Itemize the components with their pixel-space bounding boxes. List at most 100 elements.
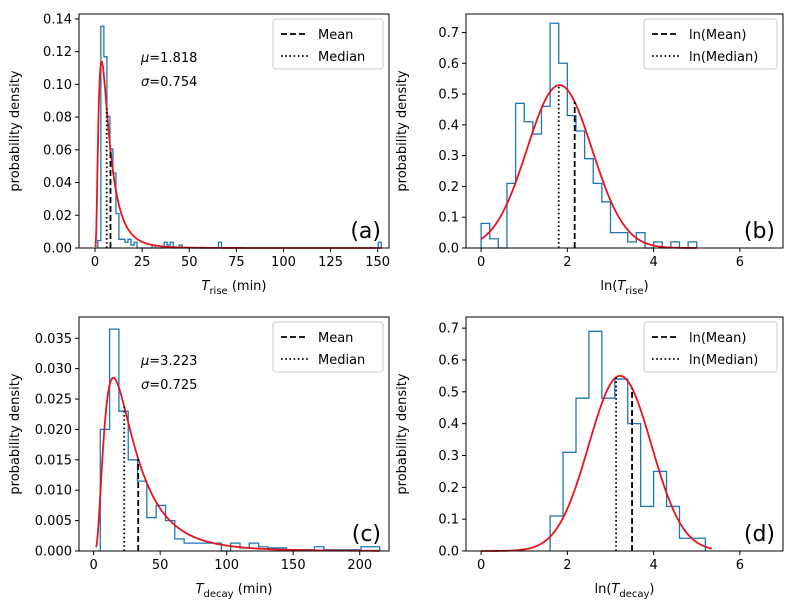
stat-annotation: σ=0.754 [141, 75, 197, 90]
x-tick-label: 200 [347, 558, 372, 573]
y-tick-label: 0.7 [438, 322, 459, 337]
y-tick-label: 0.030 [35, 362, 72, 377]
x-tick-label: 25 [134, 255, 151, 270]
x-tick-label: 100 [214, 558, 239, 573]
x-tick-label: 2 [563, 255, 571, 270]
x-tick-label: 100 [271, 255, 296, 270]
panel-label: (a) [350, 219, 381, 244]
y-tick-label: 0.1 [438, 513, 459, 528]
y-tick-label: 0.00 [43, 242, 72, 257]
x-axis-label-suffix: ) [644, 279, 649, 294]
panel-label: (c) [352, 522, 381, 547]
x-tick-label: 150 [365, 255, 390, 270]
y-tick-label: 0.5 [438, 88, 459, 103]
x-tick-label: 0 [477, 255, 485, 270]
stat-value: =0.725 [149, 378, 197, 393]
fit-curve [480, 84, 697, 249]
stat-value: =0.754 [149, 75, 197, 90]
y-tick-label: 0.035 [35, 332, 72, 347]
histogram [480, 22, 698, 249]
x-tick-label: 4 [649, 558, 657, 573]
y-tick-label: 0.3 [438, 449, 459, 464]
axes-frame [78, 316, 390, 552]
y-tick-label: 0.3 [438, 149, 459, 164]
y-tick-label: 0.2 [438, 481, 459, 496]
axes-frame [78, 13, 390, 249]
y-tick-label: 0.4 [438, 417, 459, 432]
y-tick-label: 0.020 [35, 423, 72, 438]
stat-symbol: σ [141, 378, 150, 393]
x-axis-label-subscript: rise [209, 286, 227, 297]
y-axis-label: probability density [395, 373, 410, 494]
panel-d: 0 2 4 6 0.0 0.1 0.2 0.3 0.4 0.5 0.6 0.7 ln(Tdecay) pr… [395, 316, 784, 600]
panel-b: 0 2 4 6 0.0 0.1 0.2 0.3 0.4 0.5 0.6 0.7 ln(Trise) pro… [395, 13, 784, 297]
x-axis-label-subscript: rise [625, 286, 643, 297]
x-tick-label: 125 [318, 255, 343, 270]
legend-label: ln(Median) [689, 50, 758, 65]
stat-value: =3.223 [149, 354, 197, 369]
y-tick-label: 0.02 [43, 209, 72, 224]
y-tick-label: 0.08 [43, 111, 72, 126]
x-axis-label-suffix: ) [649, 582, 654, 597]
x-tick-label: 6 [736, 255, 744, 270]
axes-frame [465, 13, 784, 249]
x-axis-label-prefix: ln( [594, 582, 611, 597]
fit-curve [94, 60, 382, 249]
legend: Mean Median [272, 321, 384, 373]
x-axis-label-suffix: (min) [234, 582, 273, 597]
y-tick-label: 0.14 [43, 12, 72, 27]
legend: ln(Mean) ln(Median) [643, 321, 778, 373]
x-axis-label: ln(Tdecay) [594, 582, 654, 600]
legend-label: ln(Mean) [689, 28, 746, 43]
y-tick-label: 0.000 [35, 545, 72, 560]
x-tick-label: 75 [228, 255, 245, 270]
x-axis-label-symbol: T [617, 279, 626, 294]
y-tick-label: 0.2 [438, 180, 459, 195]
y-tick-label: 0.1 [438, 211, 459, 226]
x-tick-label: 0 [91, 255, 99, 270]
y-tick-label: 0.6 [438, 353, 459, 368]
y-axis-label: probability density [8, 70, 23, 191]
x-axis-label: Tdecay (min) [196, 582, 273, 600]
y-axis-label: probability density [8, 373, 23, 494]
x-axis-label-subscript: decay [204, 589, 234, 600]
y-tick-label: 0.10 [43, 78, 72, 93]
panel-a: 0 25 50 75 100 125 150 0.00 0.02 0.04 0.06 0.08 0.10… [8, 12, 390, 297]
legend: ln(Mean) ln(Median) [643, 18, 778, 70]
y-tick-label: 0.6 [438, 57, 459, 72]
x-tick-label: 50 [152, 558, 169, 573]
stat-annotation: μ=3.223 [140, 354, 197, 369]
panel-label: (b) [744, 219, 775, 244]
y-axis-label: probability density [395, 70, 410, 191]
panel-c: 0 50 100 150 200 0.000 0.005 0.010 0.015 0.020 0.0… [8, 316, 390, 600]
x-tick-label: 4 [649, 255, 657, 270]
stat-annotation: μ=1.818 [140, 51, 197, 66]
stat-value: =1.818 [149, 51, 197, 66]
x-axis-label-suffix: (min) [228, 279, 267, 294]
y-tick-label: 0.025 [35, 393, 72, 408]
legend-label: Mean [318, 28, 353, 43]
fit-curve [481, 374, 713, 552]
y-tick-label: 0.04 [43, 176, 72, 191]
x-axis-label: Trise (min) [201, 279, 266, 297]
stat-symbol: μ [140, 354, 149, 369]
y-tick-label: 0.0 [438, 545, 459, 560]
legend-label: Median [318, 353, 365, 368]
legend: Mean Median [272, 18, 384, 70]
y-tick-label: 0.7 [438, 26, 459, 41]
y-tick-label: 0.06 [43, 143, 72, 158]
x-axis-label-prefix: ln( [600, 279, 617, 294]
histogram [99, 328, 381, 552]
x-axis-label-subscript: decay [619, 589, 649, 600]
x-tick-label: 2 [563, 558, 571, 573]
legend-label: ln(Median) [689, 353, 758, 368]
x-tick-label: 6 [736, 558, 744, 573]
stat-annotation: σ=0.725 [141, 378, 197, 393]
legend-label: Median [318, 50, 365, 65]
y-tick-label: 0.010 [35, 484, 72, 499]
stat-symbol: μ [140, 51, 149, 66]
histogram [549, 330, 707, 551]
legend-box [272, 321, 384, 373]
x-tick-label: 150 [281, 558, 306, 573]
legend-box [272, 18, 384, 70]
